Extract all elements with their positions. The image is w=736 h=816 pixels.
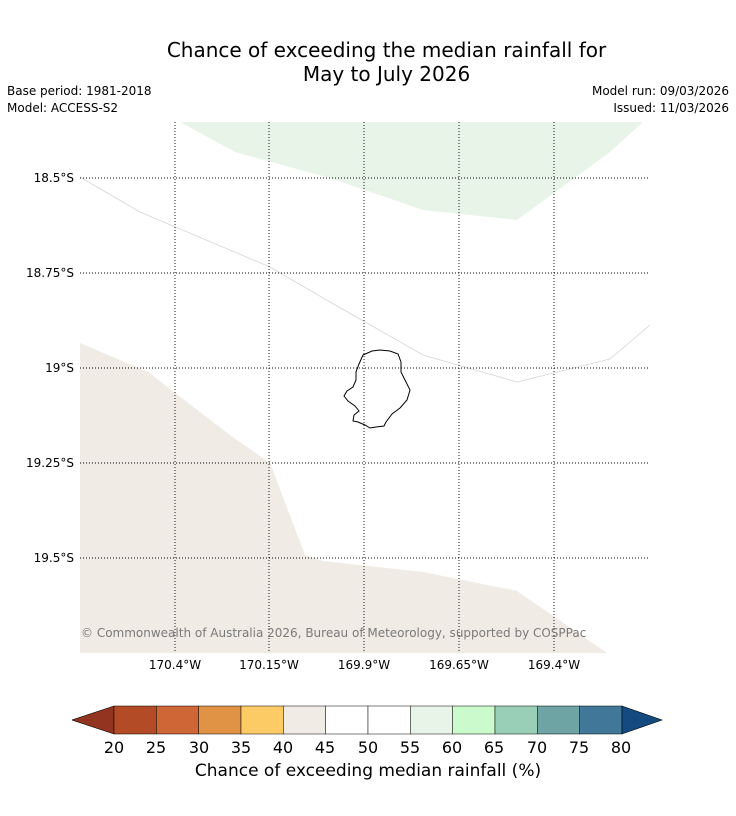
- map-canvas: [80, 122, 650, 653]
- colorbar-cell: [452, 705, 496, 735]
- colorbar-cell: [325, 705, 369, 735]
- issued-text: Issued: 11/03/2026: [613, 101, 729, 115]
- colorbar-tick-45: 45: [314, 738, 336, 757]
- island-outline: [343, 349, 411, 429]
- colorbar-tick-20: 20: [103, 738, 125, 757]
- colorbar-label: Chance of exceeding median rainfall (%): [194, 761, 542, 781]
- colorbar-tick-25: 25: [145, 738, 167, 757]
- colorbar-cell: [579, 705, 623, 735]
- lat-label-19-25: 19.25°S: [26, 456, 74, 470]
- title-line-2: May to July 2026: [302, 62, 471, 86]
- colorbar-tick-30: 30: [188, 738, 210, 757]
- lat-label-18-75: 18.75°S: [26, 266, 74, 280]
- base-period-text: Base period: 1981-2018: [7, 84, 152, 98]
- colorbar-tick-40: 40: [272, 738, 294, 757]
- lat-label-18-5: 18.5°S: [33, 171, 74, 185]
- colorbar-tick-50: 50: [357, 738, 379, 757]
- graticule: [80, 122, 650, 653]
- lat-label-19-5: 19.5°S: [33, 551, 74, 565]
- colorbar-cell: [410, 705, 453, 735]
- lat-label-19: 19°S: [45, 361, 74, 375]
- meta-left: Base period: 1981-2018 Model: ACCESS-S2: [7, 83, 152, 117]
- copyright-text: © Commonwealth of Australia 2026, Bureau…: [81, 626, 587, 640]
- lon-label-169-9: 169.9°W: [337, 658, 391, 672]
- lon-label-169-4: 169.4°W: [527, 658, 581, 672]
- colorbar-tick-70: 70: [526, 738, 548, 757]
- south-region-band: [80, 343, 607, 653]
- model-run-text: Model run: 09/03/2026: [591, 84, 729, 98]
- colorbar-tick-60: 60: [441, 738, 463, 757]
- title-line-1: Chance of exceeding the median rainfall …: [166, 38, 607, 62]
- colorbar-cell: [198, 705, 242, 735]
- colorbar-cell: [537, 705, 580, 735]
- colorbar-tick-80: 80: [610, 738, 632, 757]
- colorbar-over-arrow: [621, 705, 663, 735]
- colorbar-tick-75: 75: [568, 738, 590, 757]
- colorbar-tick-55: 55: [399, 738, 421, 757]
- colorbar-cell: [156, 705, 199, 735]
- colorbar-under-arrow: [72, 705, 115, 735]
- lon-label-169-65: 169.65°W: [429, 658, 489, 672]
- meta-right: Model run: 09/03/2026 Issued: 11/03/2026: [592, 83, 729, 117]
- colorbar: [72, 705, 663, 735]
- map-panel: © Commonwealth of Australia 2026, Bureau…: [80, 122, 650, 653]
- colorbar-tick-65: 65: [483, 738, 505, 757]
- colorbar-cell: [367, 705, 411, 735]
- colorbar-cells: [113, 705, 623, 735]
- north-region-band: [180, 122, 643, 220]
- colorbar-tick-35: 35: [230, 738, 252, 757]
- contour-line-upper: [80, 176, 650, 383]
- colorbar-cell: [240, 705, 284, 735]
- colorbar-cell: [494, 705, 538, 735]
- map-title: Chance of exceeding the median rainfall …: [0, 38, 736, 86]
- lon-label-170-15: 170.15°W: [239, 658, 299, 672]
- colorbar-cell: [283, 705, 326, 735]
- model-text: Model: ACCESS-S2: [7, 101, 119, 115]
- colorbar-cell: [113, 705, 157, 735]
- lon-label-170-4: 170.4°W: [148, 658, 202, 672]
